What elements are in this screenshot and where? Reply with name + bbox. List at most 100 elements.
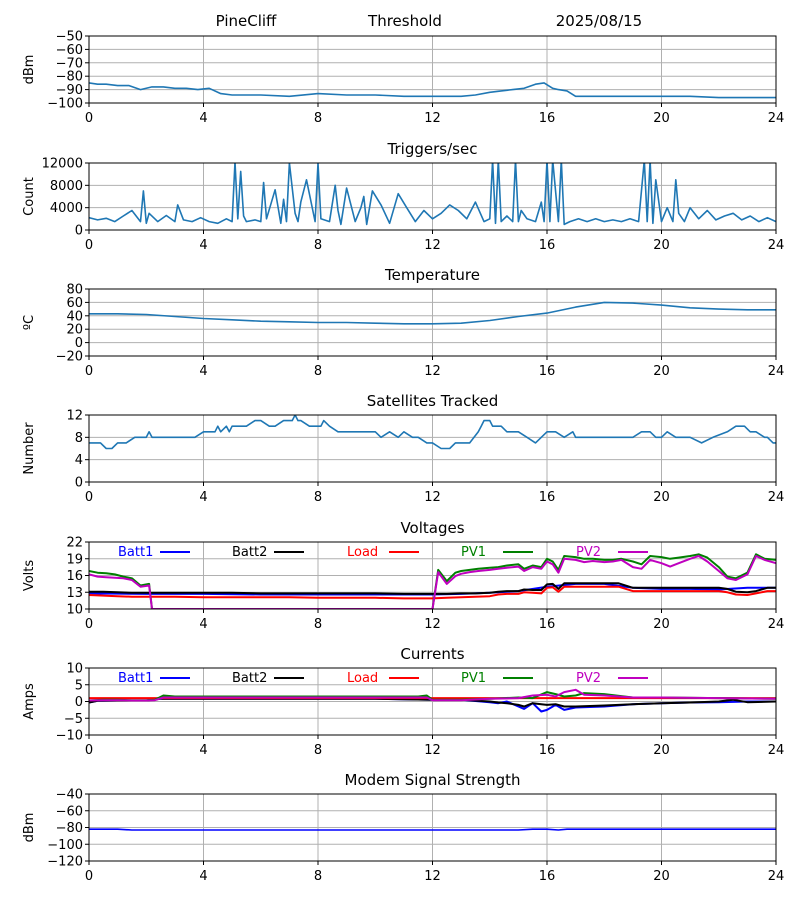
y-tick-label: −50 [56,30,83,45]
series-group [89,688,776,713]
x-tick-label: 8 [314,490,322,505]
x-tick-label: 0 [85,743,93,758]
legend-label-pv1: PV1 [461,671,486,686]
legend-label-batt2: Batt2 [232,545,267,560]
y-tick-label: −120 [47,855,83,870]
y-tick-label: −10 [56,729,83,744]
series-line-pv1 [89,553,776,609]
x-tick-label: 12 [424,364,441,379]
x-tick-label: 0 [85,238,93,253]
y-tick-label: 10 [66,662,83,677]
y-tick-label: 10 [66,603,83,618]
header-station: PineCliff [216,12,277,30]
panel-6: 0 4 8 12 16 20 24 −120 −100 −80 −60−40 Modem Signal… [22,771,784,884]
y-tick-label: −70 [56,56,83,71]
x-tick-label: 20 [653,111,670,126]
x-tick-label: 24 [768,490,785,505]
x-tick-label: 20 [653,490,670,505]
y-tick-label: 40 [66,309,83,324]
x-tick-label: 16 [539,111,556,126]
y-tick-label: 12000 [42,157,83,172]
x-tick-label: 16 [539,364,556,379]
x-tick-label: 12 [424,617,441,632]
y-axis-label: Number [22,422,37,475]
y-tick-label: 8000 [50,179,83,194]
x-tick-label: 20 [653,869,670,884]
x-tick-label: 24 [768,111,785,126]
x-tick-label: 8 [314,364,322,379]
chart-title: Satellites Tracked [367,392,498,410]
y-tick-label: −60 [56,43,83,58]
x-tick-label: 0 [85,617,93,632]
x-tick-label: 12 [424,490,441,505]
x-tick-label: 16 [539,617,556,632]
series-line-0 [89,415,776,450]
x-tick-label: 4 [199,238,207,253]
x-tick-label: 16 [539,238,556,253]
x-tick-label: 20 [653,617,670,632]
y-tick-label: −90 [56,83,83,98]
x-tick-label: 8 [314,111,322,126]
y-axis-label: dBm [22,813,37,843]
x-tick-label: 16 [539,869,556,884]
x-tick-label: 20 [653,364,670,379]
figure-header: PineCliff Threshold 2025/08/15 [216,12,643,30]
x-tick-label: 0 [85,364,93,379]
series-line-load [89,585,776,600]
y-tick-label: 5 [75,678,83,693]
x-tick-label: 12 [424,238,441,253]
x-tick-label: 20 [653,743,670,758]
x-tick-label: 24 [768,238,785,253]
x-tick-label: 0 [85,111,93,126]
x-tick-label: 16 [539,743,556,758]
x-tick-label: 4 [199,617,207,632]
series-group [89,301,776,325]
y-tick-label: 4 [75,453,83,468]
y-axis-label: dBm [22,55,37,85]
legend-label-load: Load [347,671,378,686]
y-tick-label: −60 [56,804,83,819]
y-tick-label: 13 [66,586,83,601]
series-line-0 [89,82,776,99]
x-tick-label: 8 [314,743,322,758]
y-tick-label: 16 [66,569,83,584]
y-tick-label: 19 [66,552,83,567]
x-tick-label: 16 [539,490,556,505]
y-tick-label: −20 [56,350,83,365]
series-group [89,82,776,99]
x-tick-label: 12 [424,869,441,884]
series-group [89,415,776,450]
chart-title: Voltages [400,519,464,537]
legend-label-pv2: PV2 [576,545,601,560]
series-line-0 [89,828,776,831]
y-tick-label: −40 [56,788,83,803]
x-tick-label: 4 [199,743,207,758]
y-tick-label: −80 [56,70,83,85]
legend-label-load: Load [347,545,378,560]
y-tick-label: 12 [66,409,83,424]
legend-label-pv2: PV2 [576,671,601,686]
header-mode: Threshold [367,12,442,30]
x-tick-label: 0 [85,490,93,505]
legend-label-batt1: Batt1 [118,671,153,686]
y-axis-label: Amps [22,683,37,720]
x-tick-label: 8 [314,238,322,253]
x-tick-label: 8 [314,869,322,884]
series-line-pv2 [89,688,776,702]
y-tick-label: −100 [47,97,83,112]
y-axis-label: Volts [22,560,37,592]
x-tick-label: 8 [314,617,322,632]
x-tick-label: 20 [653,238,670,253]
series-group [89,163,776,226]
y-tick-label: 0 [75,476,83,491]
series-group [89,828,776,831]
series-line-0 [89,163,776,226]
x-tick-label: 24 [768,364,785,379]
x-tick-label: 24 [768,617,785,632]
panel-5: 0 4 8 12 16 20 24 −10 −5 0 510 Currents Amps Batt1 Bat… [22,645,784,758]
panel-1: 0 4 8 12 16 20 24 0 4000 8000 12000 Triggers/sec Cou… [22,140,784,253]
series-line-pv2 [89,555,776,609]
x-tick-label: 4 [199,364,207,379]
